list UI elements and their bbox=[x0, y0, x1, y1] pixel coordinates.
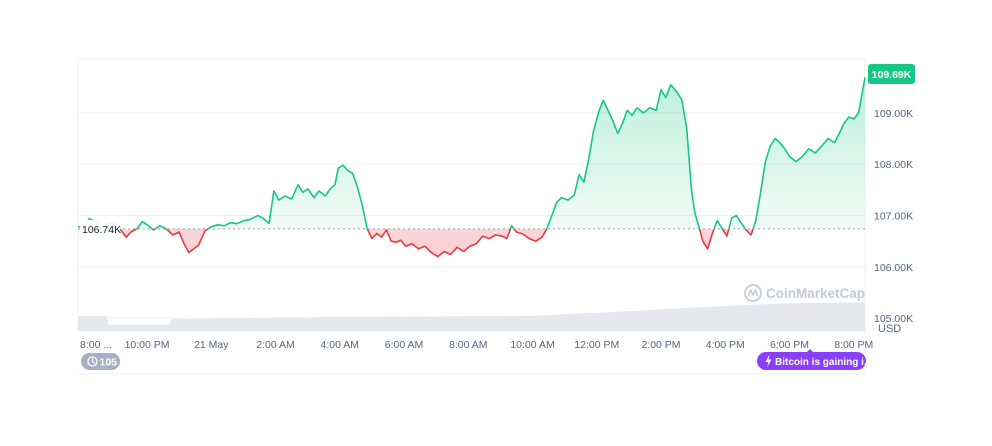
history-clock-icon bbox=[87, 356, 98, 367]
area-fills bbox=[78, 77, 865, 257]
x-tick-label: 6:00 AM bbox=[385, 339, 424, 351]
price-line-down bbox=[118, 228, 754, 258]
price-lines bbox=[78, 77, 866, 258]
currency-label: USD bbox=[878, 323, 901, 335]
x-axis: 8:00 ... 10:00 PM 21 May 2:00 AM 4:00 AM 6:00… bbox=[80, 339, 873, 351]
history-count: 105 bbox=[100, 357, 118, 369]
coinmarketcap-logo-icon bbox=[744, 284, 762, 302]
baseline-layer: 106.74K bbox=[78, 219, 865, 237]
x-tick-label: 4:00 AM bbox=[321, 339, 360, 351]
x-tick-label: 12:00 PM bbox=[574, 339, 619, 351]
history-pill[interactable]: 105 bbox=[81, 353, 120, 370]
volume-layer bbox=[78, 302, 865, 331]
lightning-icon bbox=[765, 354, 772, 368]
area-fill-below-baseline bbox=[78, 228, 865, 257]
x-tick-label: 10:00 PM bbox=[125, 339, 170, 351]
watermark-text: CoinMarketCap bbox=[766, 286, 865, 301]
y-axis: 105.00K 106.00K 107.00K 108.00K 109.00K bbox=[874, 108, 913, 325]
y-tick-label: 106.00K bbox=[874, 262, 913, 274]
last-price-label: 109.69K bbox=[872, 69, 912, 81]
x-tick-label: 10:00 AM bbox=[510, 339, 554, 351]
x-tick-label: 2:00 AM bbox=[256, 339, 295, 351]
news-headline: Bitcoin is gaining i... bbox=[775, 357, 872, 368]
y-tick-label: 108.00K bbox=[874, 159, 913, 171]
x-tick-label: 6:00 PM bbox=[770, 339, 809, 351]
volume-area bbox=[78, 302, 865, 331]
y-tick-label: 107.00K bbox=[874, 211, 913, 223]
x-tick-label: 21 May bbox=[194, 339, 229, 351]
price-line-up bbox=[78, 77, 866, 229]
y-tick-label: 105.00K bbox=[874, 313, 913, 325]
x-tick-label: 8:00 ... bbox=[80, 339, 112, 351]
x-tick-label: 8:00 AM bbox=[449, 339, 488, 351]
x-tick-label: 4:00 PM bbox=[706, 339, 745, 351]
x-tick-label: 2:00 PM bbox=[641, 339, 680, 351]
y-tick-label: 109.00K bbox=[874, 108, 913, 120]
last-price-badge: 109.69K bbox=[868, 64, 915, 84]
baseline-label-bg bbox=[80, 219, 120, 237]
coinmarketcap-watermark: CoinMarketCap bbox=[744, 284, 865, 302]
x-tick-label: 8:00 PM bbox=[834, 339, 873, 351]
news-pill[interactable]: Bitcoin is gaining i... bbox=[757, 349, 872, 370]
baseline-label: 106.74K bbox=[82, 224, 121, 236]
area-fill-above-baseline bbox=[78, 77, 865, 229]
